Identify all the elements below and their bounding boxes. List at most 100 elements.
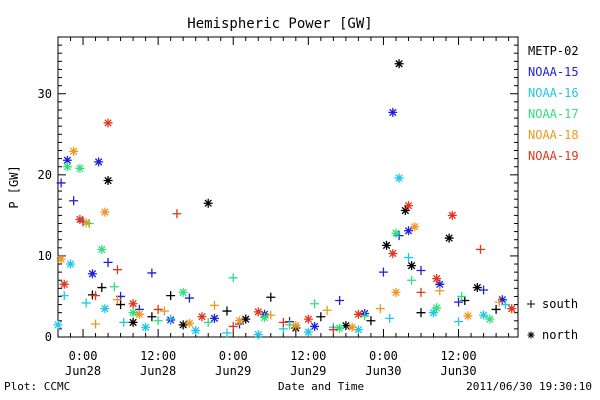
data-point-north [59,279,69,289]
data-point-south [278,317,288,327]
data-point-south [385,313,395,323]
data-point-north [403,201,413,211]
data-point-north [394,59,404,69]
data-point-south [112,265,122,275]
y-tick-label: 10 [38,249,52,263]
data-point-south [328,325,338,335]
data-point-north [388,107,398,117]
data-point-north [260,313,270,323]
data-point-north [485,314,495,324]
plot-frame [57,36,519,338]
data-point-south [366,316,376,326]
data-point-south [416,287,426,297]
data-point-south [335,296,345,306]
data-point-south [112,295,122,305]
data-point-south [416,308,426,318]
data-point-south [228,321,238,331]
data-point-south [378,267,388,277]
data-point-north [479,310,489,320]
data-point-north [128,308,138,318]
data-point-north [391,228,401,238]
data-point-north [400,206,410,216]
data-point-north [432,303,442,313]
data-point-south [316,312,326,322]
x-tick-date-label: Jun29 [215,364,251,378]
data-point-south [266,310,276,320]
data-point-north [447,210,457,220]
data-point-south [285,320,295,330]
data-point-north [463,311,473,321]
data-point-north [53,320,63,330]
y-tick-label: 0 [45,330,52,344]
data-point-north [100,304,110,314]
data-point-north [128,317,138,327]
data-point-north [87,269,97,279]
data-point-north [197,312,207,322]
data-point-north [75,214,85,224]
marker-legend: south north [527,297,578,342]
legend-entry: NOAA-15 [528,65,579,79]
data-point-north [432,274,442,284]
data-point-north [128,299,138,309]
legend-entry: NOAA-18 [528,128,579,142]
data-point-north [62,162,72,172]
data-point-north [103,118,113,128]
data-point-north [303,314,313,324]
data-point-south [109,282,119,292]
data-point-north [203,198,213,208]
data-point-north [353,325,363,335]
x-tick-time-label: 12:00 [290,349,326,363]
x-axis: 0:00Jun2812:00Jun280:00Jun2912:00Jun290:… [57,37,510,378]
data-point-south [360,311,370,321]
x-tick-date-label: Jun28 [140,364,176,378]
legend-entry: METP-02 [528,44,579,58]
data-point-north [241,314,251,324]
x-tick-date-label: Jun29 [290,364,326,378]
legend-entry: NOAA-16 [528,86,579,100]
data-point-south [97,283,107,293]
data-point-north [141,322,151,332]
data-point-south [228,273,238,283]
x-tick-time-label: 12:00 [140,349,176,363]
data-point-south [81,298,91,308]
data-point-north [81,218,91,228]
data-point-south [147,268,157,278]
data-point-south [147,312,157,322]
data-points [53,59,517,340]
data-point-south [166,291,176,301]
data-point-north [134,309,144,319]
data-point-north [410,222,420,232]
plot-timestamp: 2011/06/30 19:30:10 [466,380,592,393]
data-point-south [59,291,69,301]
data-point-south [166,314,176,324]
data-point-north [472,283,482,293]
data-point-south [209,300,219,310]
x-tick-time-label: 0:00 [219,349,248,363]
data-point-north [253,330,263,340]
data-point-south [222,306,232,316]
data-point-north [394,173,404,183]
data-point-south [475,244,485,254]
data-point-south [153,304,163,314]
data-point-north [253,307,263,317]
data-point-north [388,248,398,258]
data-point-north [347,322,357,332]
data-point-north [209,313,219,323]
data-point-south [56,178,66,188]
x-tick-date-label: Jun30 [365,364,401,378]
data-point-north [100,207,110,217]
x-tick-time-label: 12:00 [440,349,476,363]
data-point-north [391,287,401,297]
data-point-south [69,196,79,206]
data-point-south [310,299,320,309]
data-point-south [375,304,385,314]
data-point-north [97,244,107,254]
x-tick-time-label: 0:00 [69,349,98,363]
x-tick-date-label: Jun30 [440,364,476,378]
y-axis-label: P [GW] [7,165,21,208]
data-point-north [191,326,201,336]
data-point-north [56,254,66,264]
y-tick-label: 20 [38,168,52,182]
data-point-south [119,317,129,327]
data-point-south [222,328,232,338]
